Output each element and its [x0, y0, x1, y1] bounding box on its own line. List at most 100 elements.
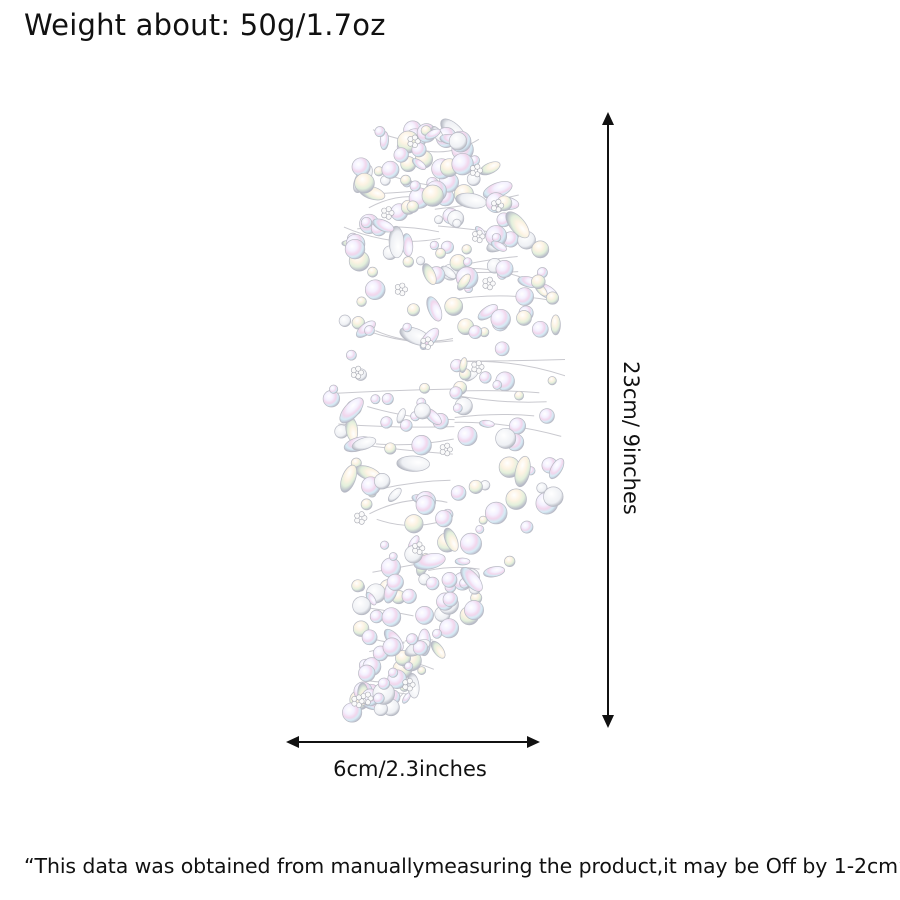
crystal-gem [354, 172, 375, 194]
crystal-gem [479, 371, 492, 384]
crystal-gem [477, 304, 498, 321]
measurement-disclaimer: “This data was obtained from manuallymea… [24, 854, 900, 878]
crystal-gem [364, 325, 375, 336]
crystal-gem [457, 273, 471, 291]
crystal-gem [377, 677, 391, 690]
crystal-gem [459, 357, 468, 373]
crystal-gem [440, 265, 457, 280]
crystal-gem [340, 464, 358, 493]
crystal-gem [374, 126, 386, 138]
crystal-gem [516, 310, 532, 326]
crystal-gem [531, 320, 549, 338]
crystal-gem [380, 540, 390, 550]
crystal-gem [548, 458, 565, 480]
crystal-gem [358, 664, 376, 682]
crystal-gem [412, 640, 428, 656]
height-dimension-arrow [602, 112, 614, 728]
crystal-gem [402, 322, 412, 333]
crystal-gem [339, 397, 364, 424]
crystal-gem [520, 520, 534, 534]
crystal-gem [468, 479, 483, 494]
crystal-gem [490, 308, 511, 330]
crystal-gem [457, 426, 478, 447]
crystal-gem [547, 376, 557, 386]
crystal-gem [401, 588, 417, 604]
crystal-gem [393, 147, 409, 163]
crystal-gem [504, 555, 516, 568]
crystal-gem [495, 259, 514, 278]
crystal-gem [352, 596, 372, 616]
crystal-gem [550, 314, 561, 336]
crystal-gem [491, 232, 502, 243]
crystal-gem [361, 629, 378, 646]
crystal-gem [373, 692, 385, 705]
crystal-gem [464, 600, 484, 621]
crystal-gem [402, 256, 414, 268]
crystal-gem [381, 393, 394, 405]
crystal-gem [494, 341, 510, 357]
crystal-gem [514, 390, 524, 401]
crystal-gem [545, 291, 560, 305]
crystal-gem [416, 256, 426, 266]
product-photo [322, 118, 565, 723]
crystal-gem [454, 557, 471, 566]
crystal-gem [441, 572, 458, 588]
crystal-gem [419, 382, 430, 394]
width-dimension-arrow [286, 736, 540, 748]
crystal-gem [384, 442, 397, 455]
crystal-gem [387, 487, 402, 503]
crystal-gem [452, 403, 463, 414]
crystal-gem [388, 552, 398, 561]
crystal-gem [400, 174, 412, 186]
crystal-gem [360, 216, 373, 229]
crystal-gem [329, 384, 339, 394]
crystal-gem [442, 591, 458, 608]
crystal-gem [484, 501, 508, 525]
crystal-gem [495, 427, 517, 449]
crystal-gem [404, 514, 424, 534]
crystal-gem [434, 215, 444, 225]
crystal-gem [388, 225, 405, 259]
crystal-gem [483, 566, 505, 578]
crystal-gem [468, 325, 483, 339]
crystal-gem [369, 609, 384, 624]
width-dimension-label: 6cm/2.3inches [333, 757, 487, 781]
crystal-gem [505, 211, 530, 239]
crystal-gem [426, 296, 443, 322]
crystal-gem [492, 380, 503, 390]
crystal-gem [367, 266, 378, 278]
crystal-gem [406, 633, 419, 646]
crystal-gem [370, 394, 381, 405]
crystal-gem [372, 218, 395, 233]
crystal-gem [450, 485, 467, 501]
crystal-gem [351, 436, 377, 451]
crystal-gem [411, 158, 427, 170]
crystal-gem [425, 576, 440, 591]
crystal-gem [460, 532, 482, 555]
crystal-gem [400, 419, 413, 432]
crystal-gem [396, 408, 406, 424]
crystal-gem [479, 419, 495, 428]
crystal-gem [344, 238, 366, 260]
crystal-gem [451, 152, 474, 176]
crystal-gem [490, 240, 507, 252]
crystal-gem [444, 297, 464, 316]
crystal-gem [463, 257, 473, 267]
crystal-gem [381, 607, 402, 627]
crystal-gem [351, 579, 365, 593]
crystal-gem [351, 157, 371, 177]
crystal-gem [417, 666, 427, 675]
crystal-gem [346, 349, 357, 361]
crystal-gem [424, 128, 441, 140]
crystal-gem [461, 244, 472, 255]
crystal-gem [411, 435, 432, 456]
crystal-gem [404, 661, 414, 671]
crystal-gem [449, 386, 463, 400]
crystal-gem [448, 132, 468, 151]
crystal-gem [407, 303, 420, 317]
crystal-gem [478, 515, 488, 525]
crystal-gem [360, 498, 373, 511]
crystal-gem [439, 618, 460, 639]
crystal-gem [435, 509, 453, 528]
crystal-gem [452, 218, 462, 228]
